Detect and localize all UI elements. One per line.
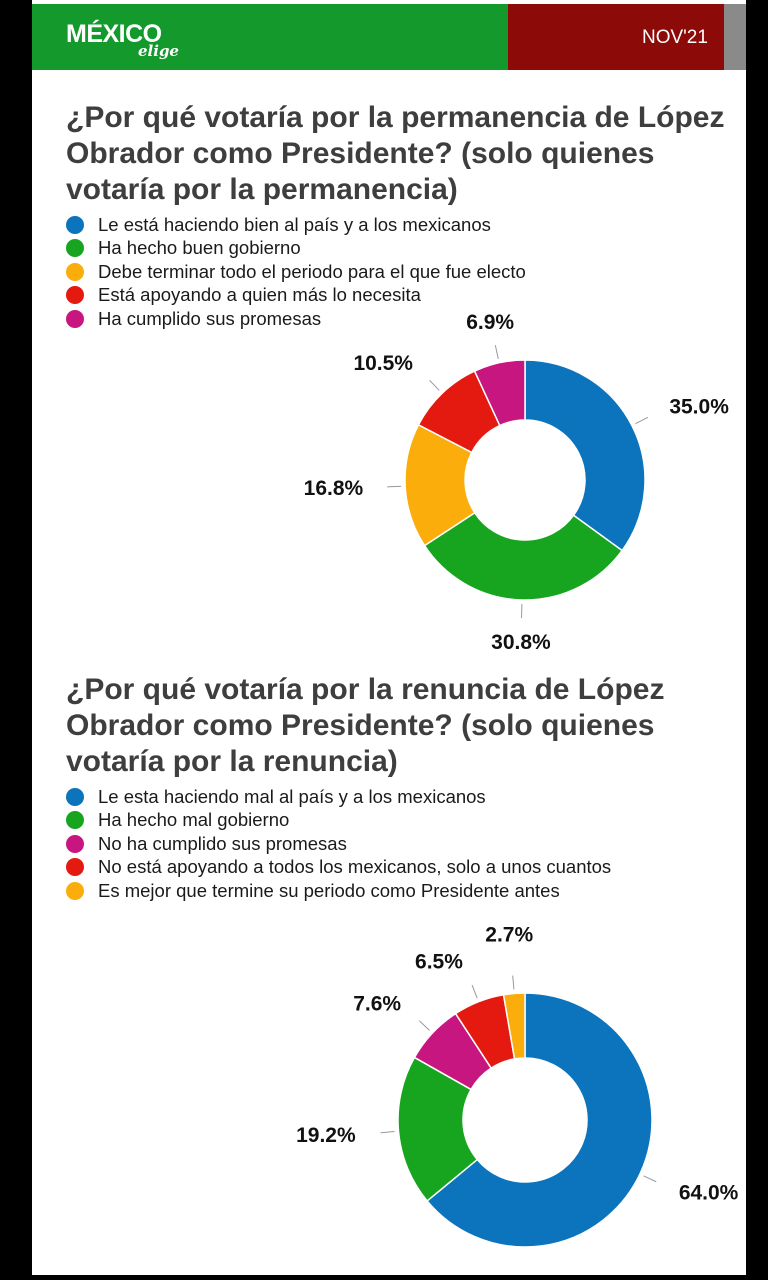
poll-card: MÉXICO elige NOV'21 ¿Por qué votaría por… (32, 0, 746, 1275)
legend-label: Ha hecho mal gobierno (98, 809, 290, 831)
slice-value-label: 10.5% (353, 352, 413, 375)
legend-swatch (66, 881, 84, 900)
header-green-block (32, 4, 508, 70)
legend-swatch (66, 262, 84, 281)
donut-slice (524, 359, 646, 552)
legend-item: Debe terminar todo el periodo para el qu… (66, 260, 526, 284)
label-leader-line (471, 984, 478, 999)
legend-label: Es mejor que termine su periodo como Pre… (98, 879, 560, 901)
legend-swatch (66, 811, 84, 830)
slice-value-label: 6.9% (466, 311, 514, 334)
legend-label: Le está haciendo bien al país y a los me… (98, 213, 491, 235)
header-gray-block (724, 4, 746, 70)
legend-swatch (66, 286, 84, 305)
legend-label: Le esta haciendo mal al país y a los mex… (98, 785, 486, 807)
donut-slice (426, 992, 653, 1248)
slice-value-label: 2.7% (485, 924, 533, 947)
legend-label: Ha cumplido sus promesas (98, 307, 322, 329)
chart-2-legend: Le esta haciendo mal al país y a los mex… (66, 785, 611, 903)
donut-slice (423, 511, 624, 601)
label-leader-line (494, 345, 499, 360)
chart-1-donut: 35.0% 30.8% 16.8% 10.5% 6.9% (304, 311, 730, 654)
legend-swatch (66, 309, 84, 328)
legend-item: No está apoyando a todos los mexicanos, … (66, 856, 611, 880)
slice-value-label: 35.0% (669, 395, 729, 418)
legend-item: Ha cumplido sus promesas (66, 307, 526, 331)
chart-1-legend: Le está haciendo bien al país y a los me… (66, 213, 526, 331)
slice-value-label: 64.0% (679, 1181, 739, 1204)
chart-1-title: ¿Por qué votaría por la permanencia de L… (66, 101, 725, 206)
legend-label: Ha hecho buen gobierno (98, 237, 301, 259)
legend-item: Le esta haciendo mal al país y a los mex… (66, 785, 611, 809)
legend-item: Le está haciendo bien al país y a los me… (66, 213, 526, 237)
slice-value-label: 16.8% (304, 477, 364, 500)
logo-text: MÉXICO (66, 20, 162, 48)
legend-item: No ha cumplido sus promesas (66, 832, 611, 856)
legend-label: No está apoyando a todos los mexicanos, … (98, 856, 612, 878)
slice-value-label: 6.5% (415, 951, 463, 974)
logo-subtext: elige (138, 42, 179, 60)
slice-value-label: 30.8% (491, 631, 551, 654)
legend-item: Está apoyando a quien más lo necesita (66, 284, 526, 308)
label-leader-line (380, 1131, 395, 1134)
legend-swatch (66, 215, 84, 234)
label-leader-line (429, 379, 440, 391)
label-leader-line (635, 416, 649, 425)
label-leader-line (418, 1020, 430, 1031)
legend-label: Debe terminar todo el periodo para el qu… (98, 260, 526, 282)
legend-label: Está apoyando a quien más lo necesita (98, 284, 421, 306)
slice-value-label: 19.2% (296, 1124, 356, 1147)
label-leader-line (512, 975, 515, 990)
legend-swatch (66, 239, 84, 258)
header-bar: MÉXICO elige NOV'21 (32, 4, 746, 70)
header-red-block (508, 4, 724, 70)
donut-slice (473, 359, 526, 427)
donut-slice (397, 1056, 479, 1203)
label-leader-line (643, 1175, 657, 1183)
chart-2-title: ¿Por qué votaría por la renuncia de Lópe… (66, 673, 665, 778)
legend-item: Ha hecho buen gobierno (66, 237, 526, 261)
label-leader-line (387, 485, 402, 488)
date-label: NOV'21 (642, 27, 708, 48)
legend-item: Ha hecho mal gobierno (66, 809, 611, 833)
chart-2-donut: 64.0% 19.2% 7.6% 6.5% 2.7% (296, 924, 739, 1248)
legend-swatch (66, 787, 84, 806)
legend-swatch (66, 834, 84, 853)
legend-swatch (66, 858, 84, 877)
legend-item: Es mejor que termine su periodo como Pre… (66, 879, 611, 903)
donut-slice (502, 992, 526, 1060)
legend-label: No ha cumplido sus promesas (98, 832, 347, 854)
slice-value-label: 7.6% (353, 993, 401, 1016)
